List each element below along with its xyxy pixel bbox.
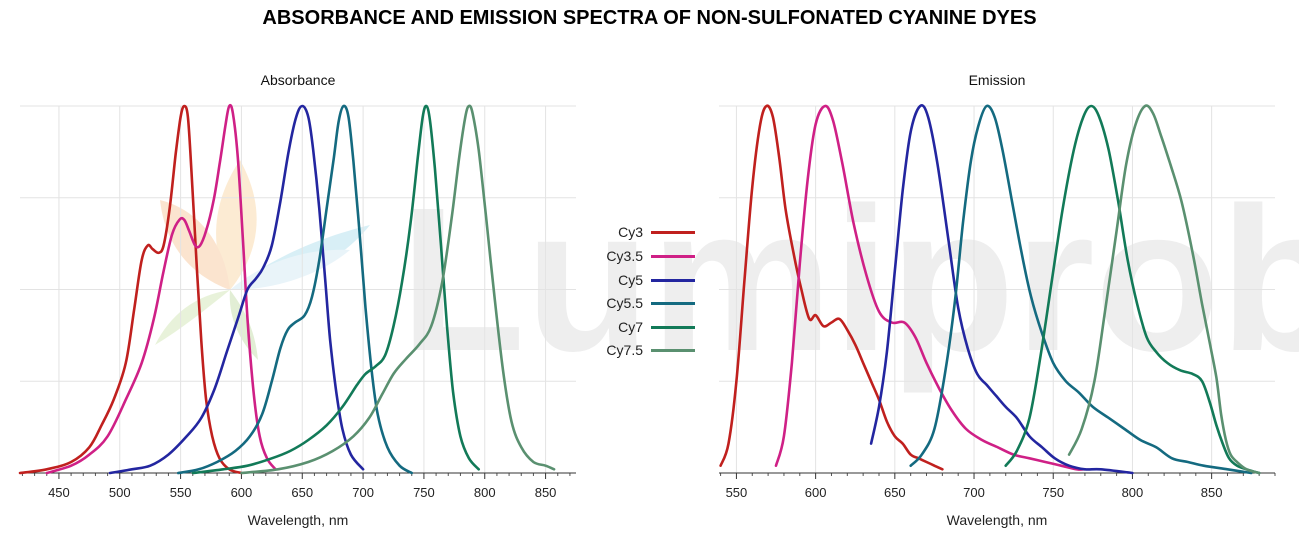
absorbance-x-axis-label: Wavelength, nm bbox=[248, 512, 349, 528]
legend-label-cy3-5: Cy3.5 bbox=[606, 248, 643, 264]
legend-swatch-cy7 bbox=[651, 326, 695, 329]
absorbance-tick-label-550: 550 bbox=[170, 485, 192, 500]
absorbance-tick-label-600: 600 bbox=[231, 485, 253, 500]
emission-tick-label-800: 800 bbox=[1122, 485, 1144, 500]
emission-panel-title: Emission bbox=[969, 72, 1026, 88]
absorbance-tick-label-850: 850 bbox=[535, 485, 557, 500]
emission-line-cy5 bbox=[869, 104, 1134, 475]
luminous-logo-icon bbox=[155, 160, 370, 360]
legend-item-cy5: Cy5 bbox=[570, 271, 695, 289]
emission-tick-label-850: 850 bbox=[1201, 485, 1223, 500]
legend-item-cy5-5: Cy5.5 bbox=[570, 294, 695, 312]
legend-swatch-cy5 bbox=[651, 279, 695, 282]
legend-label-cy7-5: Cy7.5 bbox=[606, 342, 643, 358]
legend-label-cy5-5: Cy5.5 bbox=[606, 295, 643, 311]
legend-swatch-cy3-5 bbox=[651, 255, 695, 258]
absorbance-line-cy3 bbox=[18, 104, 243, 475]
emission-line-cy3 bbox=[719, 104, 944, 471]
absorbance-tick-label-500: 500 bbox=[109, 485, 131, 500]
emission-line-cy7-5 bbox=[1067, 104, 1261, 475]
legend-label-cy3: Cy3 bbox=[618, 224, 643, 240]
absorbance-panel: 450 500 550 600 650 700 750 800 850 Absorbance Wav… bbox=[18, 72, 576, 528]
legend-swatch-cy3 bbox=[651, 231, 695, 234]
emission-tick-label-700: 700 bbox=[963, 485, 985, 500]
legend-item-cy7-5: Cy7.5 bbox=[570, 341, 695, 359]
legend-item-cy3-5: Cy3.5 bbox=[570, 247, 695, 265]
emission-line-cy3-5 bbox=[774, 104, 1087, 471]
absorbance-panel-title: Absorbance bbox=[261, 72, 336, 88]
absorbance-tick-label-700: 700 bbox=[352, 485, 374, 500]
legend-label-cy7: Cy7 bbox=[618, 319, 643, 335]
emission-tick-label-650: 650 bbox=[884, 485, 906, 500]
absorbance-tick-label-800: 800 bbox=[474, 485, 496, 500]
absorbance-line-cy3-5 bbox=[45, 103, 277, 475]
emission-line-cy5-5 bbox=[909, 104, 1253, 475]
absorbance-line-cy7 bbox=[191, 104, 480, 475]
emission-tick-label-550: 550 bbox=[726, 485, 748, 500]
emission-x-axis-label: Wavelength, nm bbox=[947, 512, 1048, 528]
emission-line-cy7 bbox=[1004, 104, 1261, 475]
absorbance-tick-label-750: 750 bbox=[413, 485, 435, 500]
absorbance-tick-label-450: 450 bbox=[48, 485, 70, 500]
legend-label-cy5: Cy5 bbox=[618, 272, 643, 288]
emission-panel: 550 600 650 700 750 800 850 Emission Wavelength,… bbox=[719, 72, 1276, 528]
emission-tick-label-750: 750 bbox=[1042, 485, 1064, 500]
absorbance-tick-label-650: 650 bbox=[291, 485, 313, 500]
absorbance-line-cy7-5 bbox=[240, 104, 556, 475]
legend-item-cy7: Cy7 bbox=[570, 318, 695, 336]
emission-tick-label-600: 600 bbox=[805, 485, 827, 500]
absorbance-line-cy5-5 bbox=[176, 104, 414, 475]
chart-title: ABSORBANCE AND EMISSION SPECTRA OF NON-S… bbox=[262, 7, 1037, 29]
legend-swatch-cy7-5 bbox=[651, 349, 695, 352]
legend-item-cy3: Cy3 bbox=[570, 223, 695, 241]
legend-swatch-cy5-5 bbox=[651, 302, 695, 305]
absorbance-line-cy5 bbox=[108, 104, 365, 475]
